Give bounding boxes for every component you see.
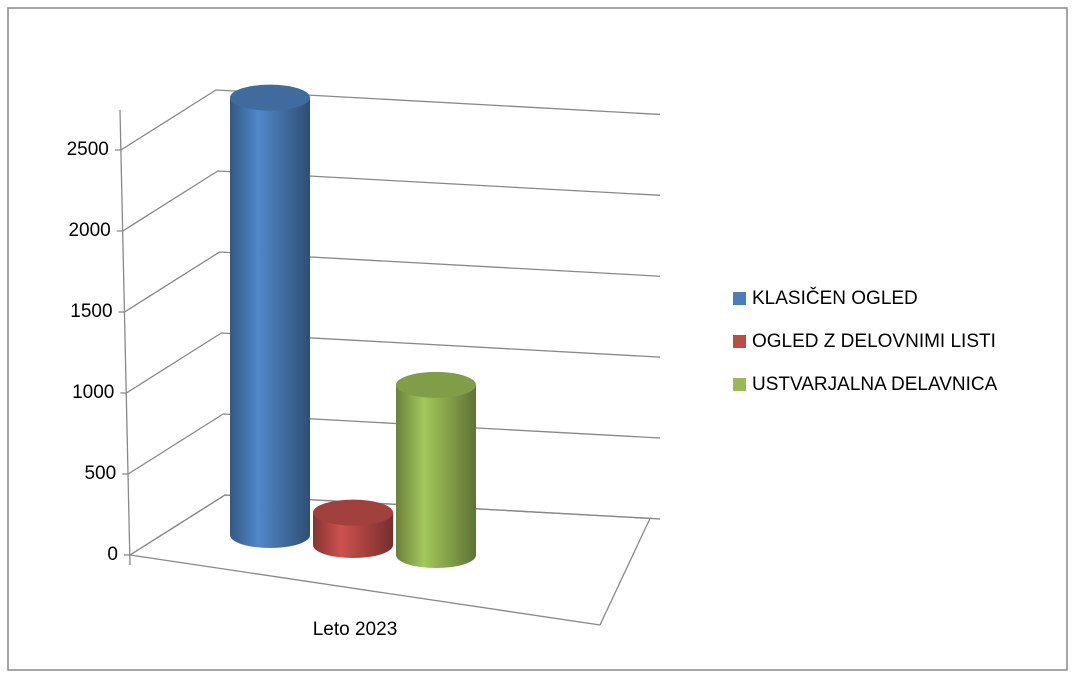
y-axis xyxy=(119,109,131,566)
y-tick-label: 2500 xyxy=(67,139,109,160)
bar xyxy=(230,97,310,535)
legend-swatch xyxy=(733,378,746,391)
bar-top xyxy=(313,499,393,526)
bar-top xyxy=(230,84,310,111)
bar xyxy=(396,384,476,555)
y-tick-label: 500 xyxy=(84,463,116,484)
x-tick-label: Leto 2023 xyxy=(313,619,398,640)
legend-label: OGLED Z DELOVNIMI LISTI xyxy=(752,331,996,352)
grid-line xyxy=(114,89,661,151)
y-tick-label: 1500 xyxy=(70,301,112,322)
grid-line xyxy=(118,251,661,313)
floor-front-edge xyxy=(129,554,601,626)
legend-swatch xyxy=(733,292,746,305)
y-tick-label: 2000 xyxy=(68,220,110,241)
grid-line xyxy=(116,170,661,232)
bar-top xyxy=(396,371,476,398)
y-tick-label: 0 xyxy=(107,544,118,565)
legend-label: USTVARJALNA DELAVNICA xyxy=(752,374,998,395)
chart-border xyxy=(7,7,1068,671)
legend-swatch xyxy=(733,335,746,348)
legend-label: KLASIČEN OGLED xyxy=(752,287,918,309)
grid-line xyxy=(120,332,661,394)
y-tick-label: 1000 xyxy=(72,382,114,403)
